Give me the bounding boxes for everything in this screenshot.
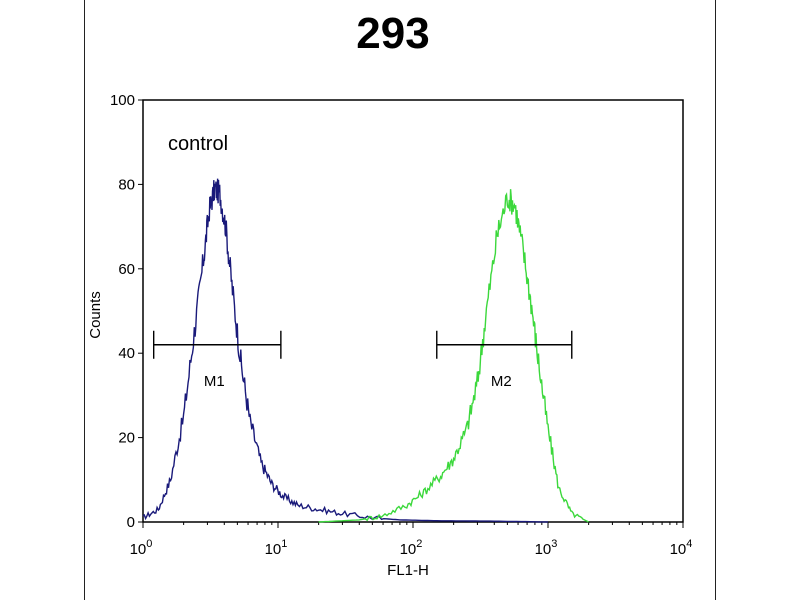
series-2-line <box>318 189 589 523</box>
x-tick-label: 100 <box>130 538 153 558</box>
gates-layer: M1 M2 <box>152 330 573 390</box>
gate-M2-label: M2 <box>491 373 512 390</box>
x-axis-label: FL1-H <box>387 562 429 579</box>
y-tick-label: 60 <box>118 261 135 278</box>
series-1-line <box>142 178 549 523</box>
chart-title: 293 <box>356 9 429 58</box>
series-layer <box>142 178 589 523</box>
y-tick-label: 80 <box>118 176 135 193</box>
plot-frame <box>142 99 684 523</box>
y-tick-label: 40 <box>118 345 135 362</box>
y-tick-label: 100 <box>110 92 135 109</box>
x-tick-label: 103 <box>535 538 558 558</box>
x-axis: 100 101 102 103 104 <box>130 522 693 558</box>
x-tick-label: 102 <box>400 538 423 558</box>
y-axis-label: Counts <box>87 291 104 339</box>
y-tick-label: 20 <box>118 430 135 447</box>
y-axis: 0 20 40 60 80 100 <box>110 92 143 531</box>
x-tick-label: 104 <box>670 538 693 558</box>
annotation-control: control <box>168 133 228 155</box>
gate-M1-label: M1 <box>204 373 225 390</box>
x-tick-label: 101 <box>265 538 288 558</box>
y-tick-label: 0 <box>127 514 135 531</box>
